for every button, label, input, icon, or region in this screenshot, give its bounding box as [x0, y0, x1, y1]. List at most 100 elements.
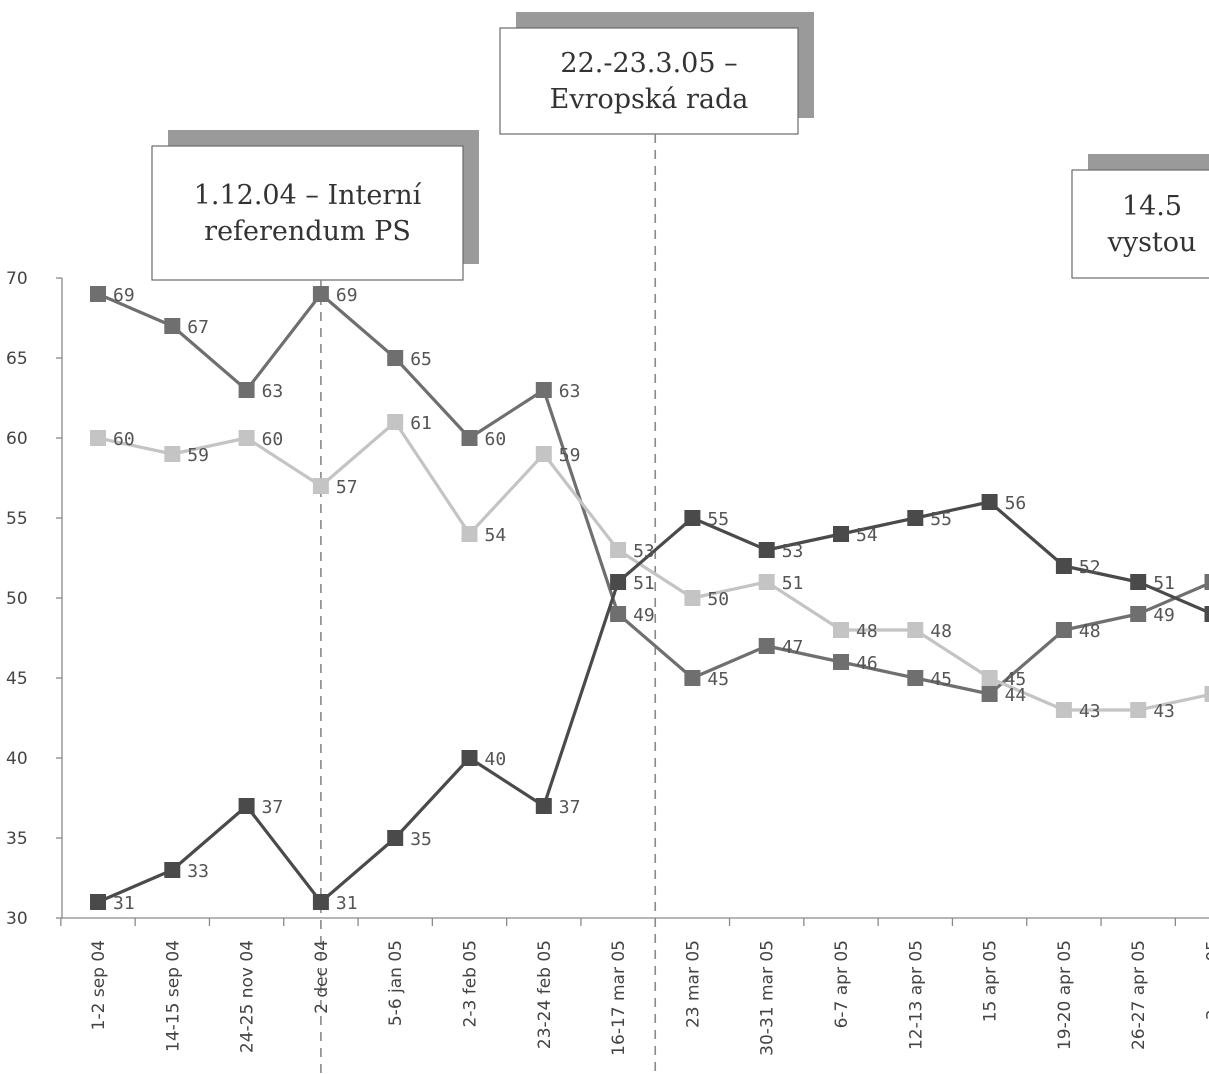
x-category-label: 3 may 05 [1204, 940, 1209, 1020]
data-point [1055, 558, 1072, 574]
data-label: 37 [559, 797, 581, 818]
data-point [312, 894, 329, 910]
data-label: 37 [262, 797, 284, 818]
data-label: 69 [336, 285, 358, 306]
data-label: 60 [485, 429, 507, 450]
data-point [907, 510, 924, 526]
x-category-label: 23 mar 05 [683, 940, 703, 1028]
series-line [97, 420, 1209, 712]
data-point [1204, 574, 1209, 590]
callout-text: referendum PS [204, 216, 411, 247]
x-category-label: 24-25 nov 04 [238, 940, 258, 1053]
x-category-label: 12-13 apr 05 [906, 940, 926, 1050]
data-label: 40 [485, 749, 507, 770]
callout-text: 14.5 [1122, 191, 1182, 222]
data-point [1055, 622, 1072, 638]
data-point [461, 750, 478, 766]
data-point [833, 622, 849, 638]
data-point [684, 670, 701, 686]
callout-box [151, 145, 464, 281]
x-category-label: 19-20 apr 05 [1055, 940, 1075, 1050]
data-label: 54 [485, 525, 507, 546]
data-point [1130, 574, 1147, 590]
data-point [833, 526, 849, 542]
data-point [758, 542, 775, 558]
x-category-label: 30-31 mar 05 [758, 940, 778, 1056]
x-category-label: 6-7 apr 05 [832, 940, 852, 1028]
data-label: 46 [856, 653, 878, 674]
data-point [461, 430, 478, 446]
event-callouts: 1.12.04 – Interní referendum PS 22.-23.3.0… [151, 12, 1209, 281]
x-category-label: 2-3 feb 05 [461, 940, 481, 1027]
data-label: 57 [336, 477, 358, 498]
data-point [907, 670, 924, 686]
data-label: 69 [113, 285, 135, 306]
data-label: 52 [1079, 557, 1101, 578]
callout-text: 22.-23.3.05 – [560, 48, 737, 79]
data-point [684, 590, 701, 606]
data-point [758, 574, 775, 590]
data-label: 45 [1005, 669, 1027, 690]
y-tick-label: 30 [6, 909, 28, 929]
data-label: 54 [856, 525, 878, 546]
y-tick-label: 40 [6, 749, 28, 769]
y-tick-label: 35 [6, 829, 28, 849]
data-label: 59 [559, 445, 581, 466]
data-point [1130, 702, 1147, 718]
callout-box [1071, 169, 1209, 279]
data-label: 43 [1079, 701, 1101, 722]
chart-axes: 30 35 40 45 50 55 60 65 70 1-2 sep 04 14-15 sep 04… [6, 269, 1209, 1056]
data-label: 49 [633, 605, 655, 626]
data-label: 53 [782, 541, 804, 562]
data-point [387, 414, 404, 430]
x-category-label: 1-2 sep 04 [89, 940, 109, 1030]
data-point [758, 638, 775, 654]
y-tick-label: 45 [6, 669, 28, 689]
data-point [1204, 606, 1209, 622]
data-point [610, 606, 627, 622]
data-point [981, 686, 998, 702]
y-tick-label: 65 [6, 349, 28, 369]
data-point [981, 670, 998, 686]
data-label: 43 [1153, 701, 1175, 722]
data-label: 50 [707, 589, 729, 610]
data-label: 67 [187, 317, 209, 338]
data-point [1055, 702, 1072, 718]
data-point [461, 526, 478, 542]
x-category-label: 26-27 apr 05 [1129, 940, 1149, 1050]
data-label: 65 [410, 349, 432, 370]
y-tick-label: 50 [6, 589, 28, 609]
data-point [387, 830, 404, 846]
data-label: 48 [930, 621, 952, 642]
data-point [164, 318, 181, 334]
data-point [312, 478, 329, 494]
data-label: 49 [1153, 605, 1175, 626]
data-label: 51 [633, 573, 655, 594]
data-point [164, 446, 181, 462]
data-label: 63 [559, 381, 581, 402]
data-label: 53 [633, 541, 655, 562]
x-category-label: 5-6 jan 05 [386, 940, 406, 1026]
y-tick-label: 70 [6, 269, 28, 289]
data-point [1204, 686, 1209, 702]
x-category-label: 2 dec 04 [312, 940, 332, 1014]
y-tick-label: 55 [6, 509, 28, 529]
data-point [535, 798, 552, 814]
data-label: 59 [187, 445, 209, 466]
data-point [90, 430, 106, 446]
data-label: 51 [782, 573, 804, 594]
data-label: 48 [1079, 621, 1101, 642]
data-point [833, 654, 849, 670]
callout-text: Evropská rada [550, 84, 749, 115]
x-category-label: 14-15 sep 04 [163, 940, 183, 1052]
data-label: 60 [113, 429, 135, 450]
data-point [981, 494, 998, 510]
data-label: 45 [930, 669, 952, 690]
data-point [238, 430, 255, 446]
x-category-label: 15 apr 05 [981, 940, 1001, 1022]
data-label: 44 [1005, 685, 1027, 706]
data-label: 48 [856, 621, 878, 642]
data-point [238, 798, 255, 814]
data-point [312, 286, 329, 302]
